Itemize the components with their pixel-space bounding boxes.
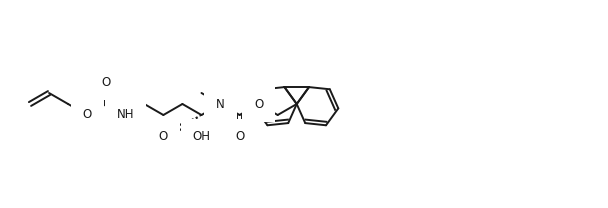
Text: O: O — [83, 109, 92, 121]
Text: O: O — [159, 130, 168, 144]
Text: NH: NH — [117, 109, 134, 121]
Text: O: O — [235, 130, 244, 144]
Text: OH: OH — [193, 130, 210, 144]
Text: O: O — [102, 76, 111, 88]
Text: N: N — [216, 98, 225, 110]
Text: O: O — [254, 98, 263, 110]
